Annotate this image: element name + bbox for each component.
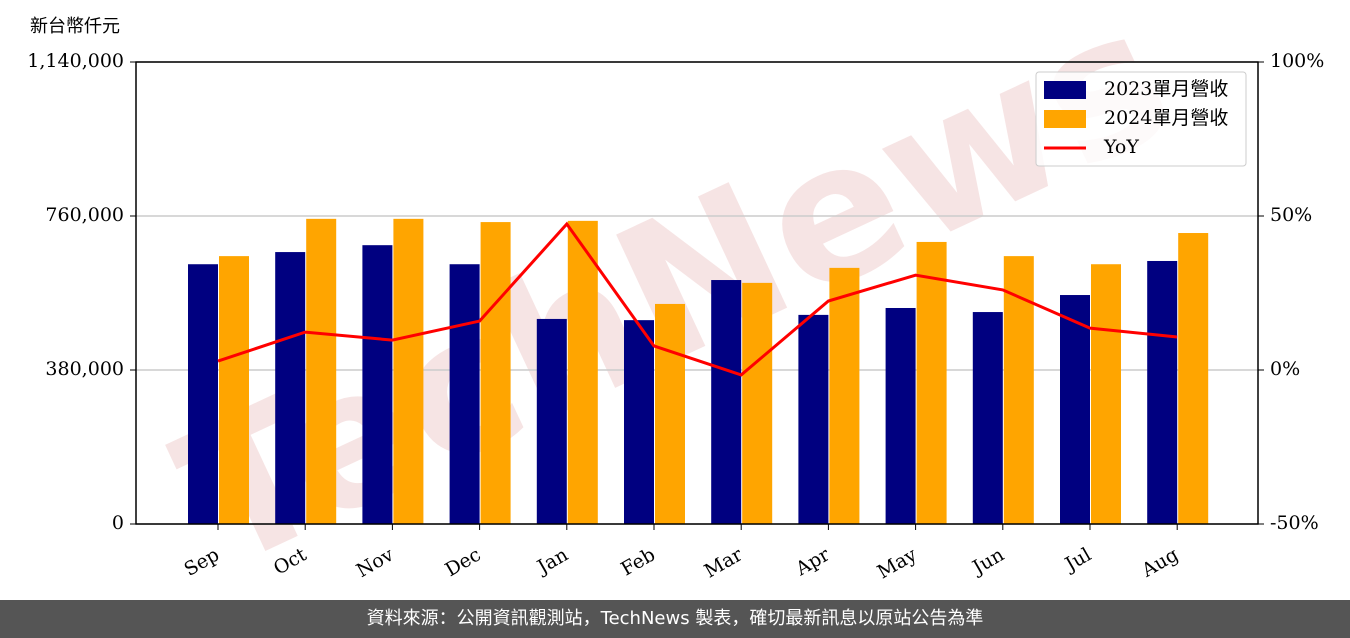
bar xyxy=(362,245,393,524)
x-tick-label: Mar xyxy=(701,543,747,582)
plot-frame xyxy=(135,61,1259,525)
x-tick-label: Jul xyxy=(1060,544,1095,577)
x-tick-label: Jun xyxy=(967,544,1008,580)
bar xyxy=(711,280,742,524)
y-axis-label: 新台幣仟元 xyxy=(30,16,120,37)
x-tick-label: Apr xyxy=(791,543,834,580)
x-tick-label: Aug xyxy=(1137,544,1182,583)
bar xyxy=(536,318,567,524)
y-tick-label: 1,140,000 xyxy=(27,50,124,72)
y2-tick-label: 100% xyxy=(1270,50,1324,72)
y-tick-label: 380,000 xyxy=(45,358,124,380)
x-tick-label: May xyxy=(874,543,921,583)
bar xyxy=(798,314,829,524)
bar xyxy=(449,264,480,524)
bar xyxy=(219,256,249,524)
bar xyxy=(972,312,1003,524)
bar xyxy=(829,267,860,524)
footer: 資料來源：公開資訊觀測站，TechNews 製表，確切最新訊息以原站公告為準 xyxy=(0,600,1350,638)
line xyxy=(217,221,1178,377)
x-tick-label: Feb xyxy=(617,544,659,581)
bar xyxy=(885,307,916,524)
bar xyxy=(1091,264,1121,524)
bar xyxy=(624,320,654,524)
x-tick-label: Jan xyxy=(532,544,572,580)
y-tick-label: 0 xyxy=(112,512,124,534)
legend-label: YoY xyxy=(1103,136,1139,158)
legend-swatch xyxy=(1044,81,1086,99)
bar xyxy=(1060,295,1090,524)
legend-label: 2023單月營收 xyxy=(1104,78,1228,100)
x-tick-label: Dec xyxy=(441,544,484,582)
chart: 新台幣仟元 TechNews 0380,000760,0001,140,000-… xyxy=(27,0,1324,612)
legend-swatch xyxy=(1044,110,1086,128)
bar xyxy=(480,222,511,524)
bar xyxy=(188,264,218,524)
bar xyxy=(1147,260,1178,524)
y2-tick-label: -50% xyxy=(1270,512,1319,534)
bar xyxy=(393,218,424,524)
y-tick-label: 760,000 xyxy=(45,204,124,226)
bar xyxy=(275,252,306,524)
bar xyxy=(655,303,685,524)
y2-tick-label: 50% xyxy=(1270,204,1312,226)
bar xyxy=(916,241,947,525)
y2-tick-label: 0% xyxy=(1270,358,1300,380)
legend-label: 2024單月營收 xyxy=(1104,107,1228,129)
bar xyxy=(742,282,773,524)
bar xyxy=(1178,233,1209,524)
legend-box xyxy=(1035,71,1247,167)
bar xyxy=(567,220,598,524)
bar xyxy=(306,218,337,524)
